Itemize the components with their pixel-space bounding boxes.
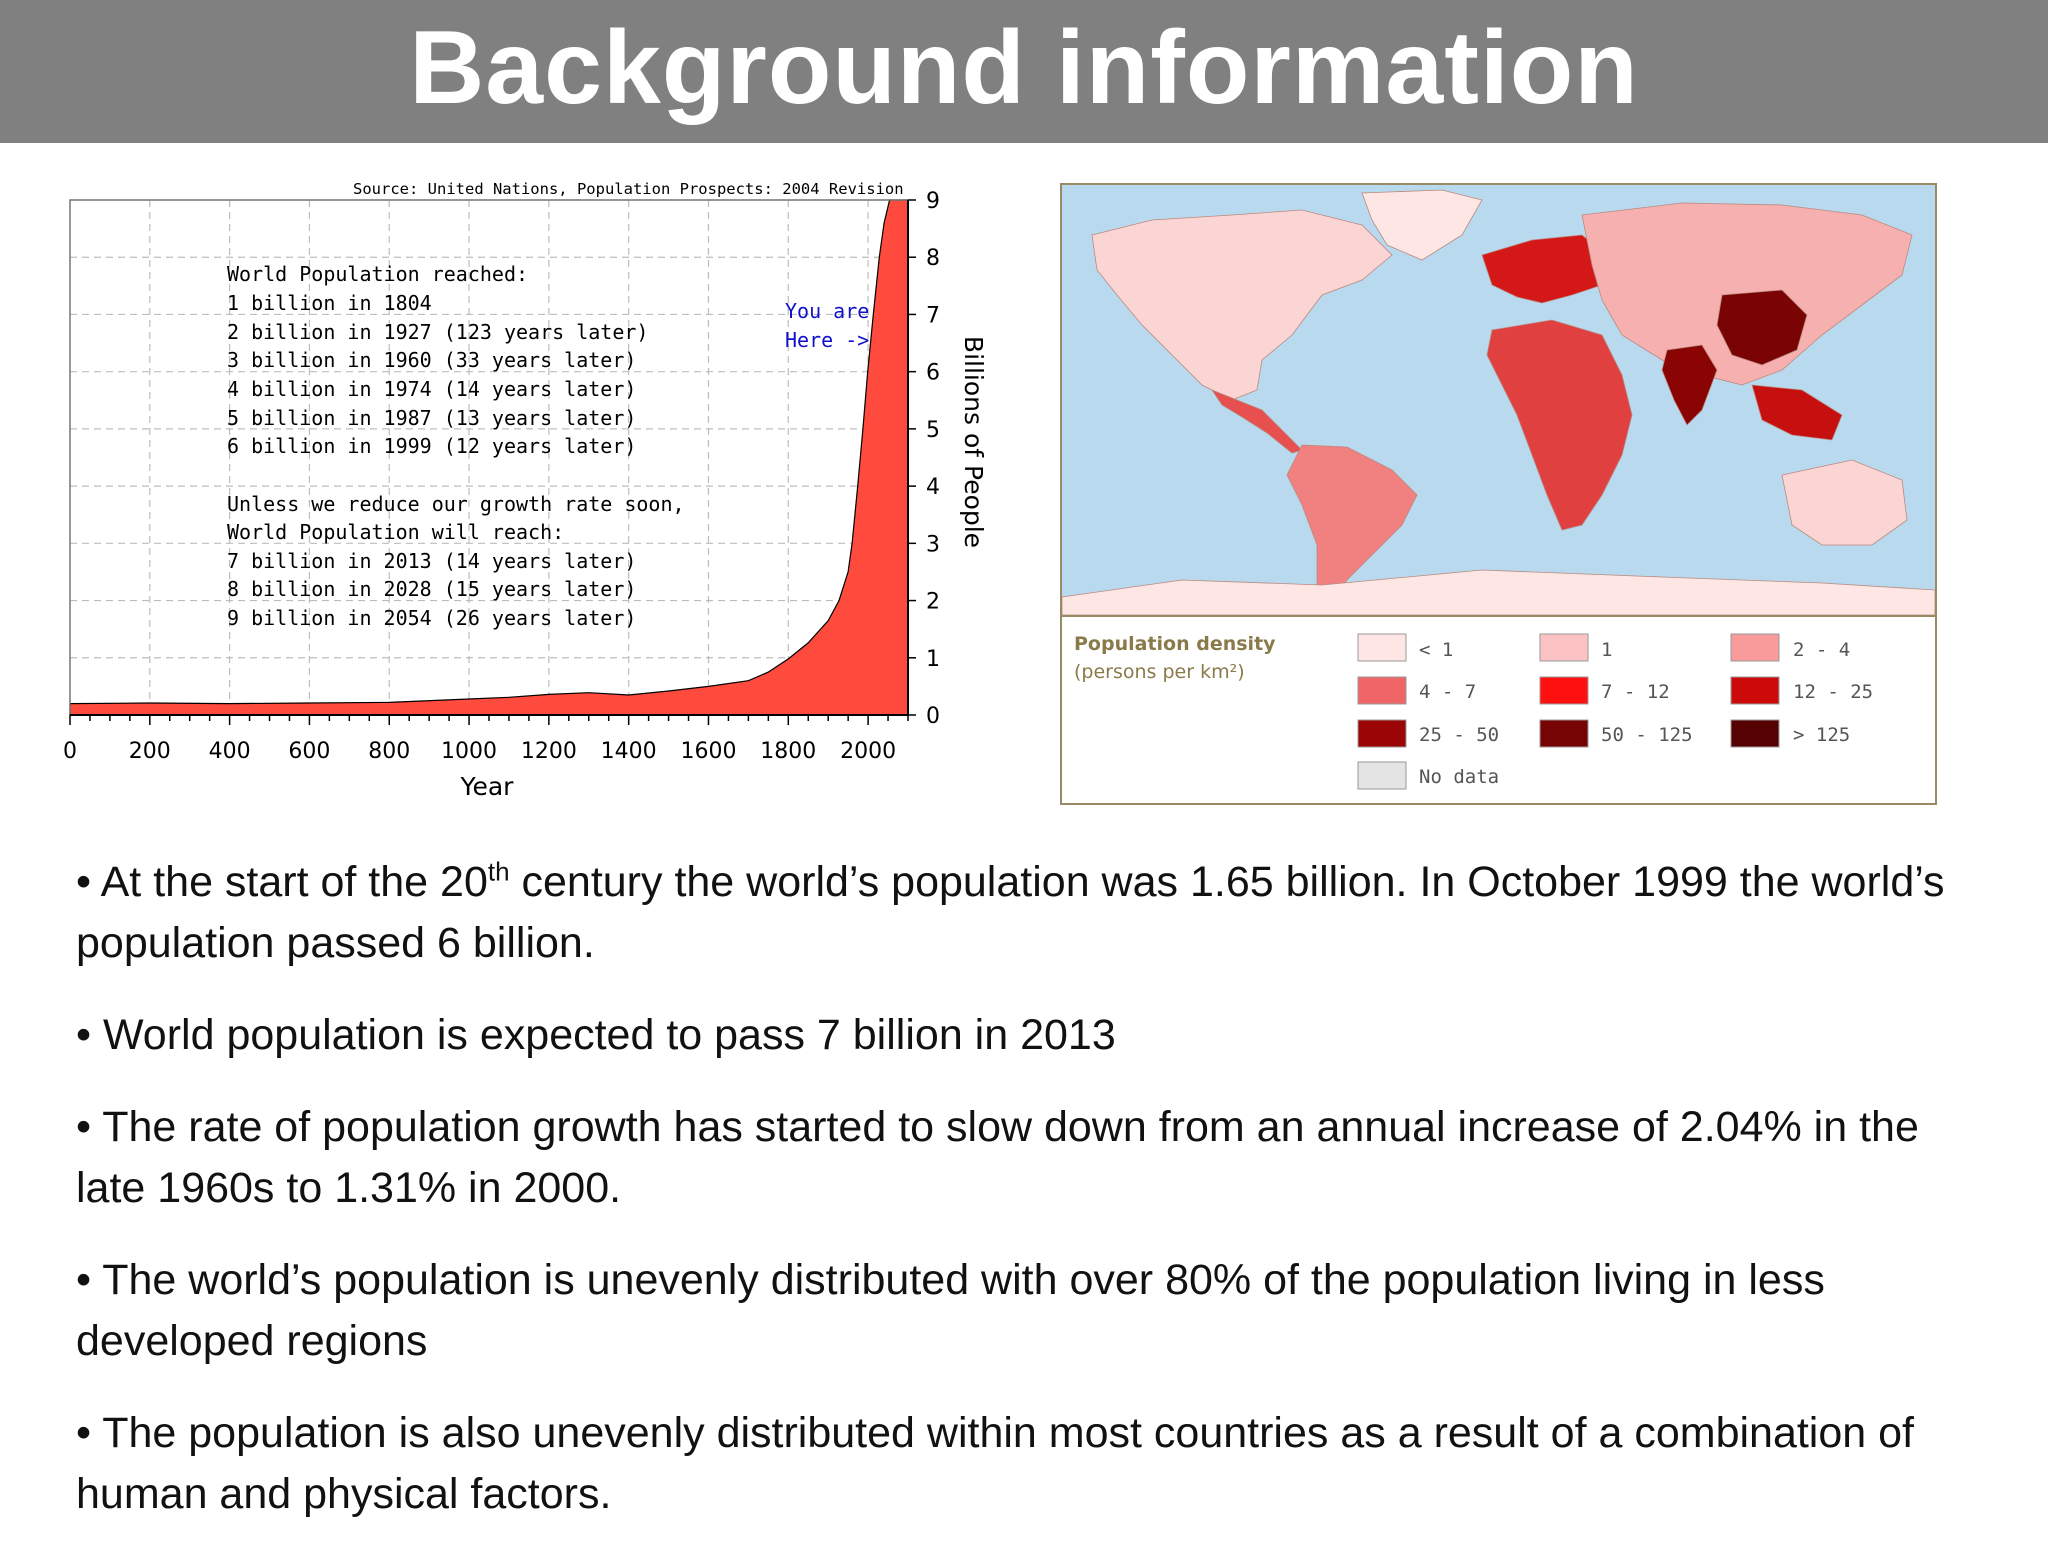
europe (1481, 234, 1608, 304)
bullet-1-superscript: th (487, 856, 510, 887)
bullet-list: • At the start of the 20th century the w… (76, 852, 1996, 1556)
chart-grid (70, 199, 908, 715)
bullet-5: • The population is also unevenly distri… (76, 1403, 1996, 1525)
legend-label-no-data: No data (1419, 766, 1499, 788)
milestone-2: 2 billion in 1927 (123 years later) (227, 320, 648, 344)
southeast-asia (1751, 384, 1843, 441)
forecast-1: 7 billion in 2013 (14 years later) (227, 549, 636, 573)
legend-label-50-125: 50 - 125 (1601, 724, 1693, 746)
north-america (1091, 209, 1393, 401)
x-tick-label: 1200 (521, 739, 577, 764)
x-tick-label: 1600 (680, 739, 736, 764)
legend-swatch-12-25 (1730, 676, 1780, 705)
greenland (1361, 189, 1483, 261)
x-tick-label: 1000 (441, 739, 497, 764)
y-tick-label: 0 (926, 704, 940, 729)
y-tick-label: 4 (926, 475, 940, 500)
y-tick-label: 6 (926, 361, 940, 386)
africa (1486, 319, 1633, 531)
continents (1062, 189, 1935, 616)
x-tick-label: 2000 (840, 739, 896, 764)
x-tick-label: 400 (209, 739, 251, 764)
legend-swatch-25-50 (1357, 719, 1407, 748)
x-tick-label: 1800 (760, 739, 816, 764)
forecast-heading-2: World Population will reach: (227, 520, 564, 544)
legend-label-lt1: < 1 (1419, 639, 1453, 661)
legend-swatch-1 (1539, 633, 1589, 662)
bullet-4: • The world’s population is unevenly dis… (76, 1250, 1996, 1372)
y-tick-label: 8 (926, 246, 940, 271)
x-tick-label: 600 (288, 739, 330, 764)
legend-label-gt125: > 125 (1793, 724, 1850, 746)
x-tick-label: 200 (129, 739, 171, 764)
x-tick-label: 800 (368, 739, 410, 764)
legend-subtitle: (persons per km²) (1074, 661, 1245, 683)
chart-annotations: World Population reached: 1 billion in 1… (227, 262, 869, 630)
chart-source-label: Source: United Nations, Population Prosp… (353, 180, 904, 198)
bullet-3-text: • The rate of population growth has star… (76, 1103, 1919, 1212)
legend-swatch-gt125 (1730, 719, 1780, 748)
bullet-3: • The rate of population growth has star… (76, 1097, 1996, 1219)
y-tick-label: 2 (926, 590, 940, 615)
legend-swatch-2-4 (1730, 633, 1780, 662)
milestone-3: 3 billion in 1960 (33 years later) (227, 348, 636, 372)
legend-label-25-50: 25 - 50 (1419, 724, 1499, 746)
y-axis-label: Billions of People (959, 336, 988, 548)
x-tick-label: 0 (63, 739, 77, 764)
y-tick-label: 7 (926, 303, 940, 328)
slide-title: Background information (409, 9, 1639, 126)
forecast-2: 8 billion in 2028 (15 years later) (227, 577, 636, 601)
y-tick-label: 9 (926, 189, 940, 214)
slide-header: Background information (0, 0, 2048, 143)
y-tick-label: 3 (926, 532, 940, 557)
legend-label-4-7: 4 - 7 (1419, 681, 1476, 703)
milestone-5: 5 billion in 1987 (13 years later) (227, 406, 636, 430)
x-axis-label: Year (460, 772, 515, 801)
y-tick-label: 5 (926, 418, 940, 443)
milestones-heading: World Population reached: (227, 262, 528, 286)
bullet-5-text: • The population is also unevenly distri… (76, 1409, 1914, 1518)
legend-swatch-50-125 (1539, 719, 1589, 748)
south-america (1286, 444, 1418, 606)
milestone-6: 6 billion in 1999 (12 years later) (227, 434, 636, 458)
population-chart: Source: United Nations, Population Prosp… (40, 170, 1000, 820)
population-density-map: Population density (persons per km²) < 1… (1060, 183, 1937, 805)
chart-axes: 0 200 400 600 800 1000 1200 1400 1600 1800 2000 0 1 2… (63, 189, 940, 764)
legend-label-2-4: 2 - 4 (1793, 639, 1850, 661)
you-are-here-line-2: Here -> (785, 328, 869, 352)
y-tick-label: 1 (926, 647, 940, 672)
population-chart-svg: Source: United Nations, Population Prosp… (63, 180, 988, 801)
legend-items: < 1 1 2 - 4 4 - 7 7 - 12 12 - 25 25 - 50… (1357, 633, 1873, 790)
legend-swatch-no-data (1357, 761, 1407, 790)
bullet-1: • At the start of the 20th century the w… (76, 852, 1996, 974)
bullet-1-text-a: • At the start of the 20 (76, 858, 488, 906)
legend-label-12-25: 12 - 25 (1793, 681, 1873, 703)
forecast-3: 9 billion in 2054 (26 years later) (227, 606, 636, 630)
india (1661, 344, 1718, 426)
legend-swatch-4-7 (1357, 676, 1407, 705)
forecast-heading-1: Unless we reduce our growth rate soon, (227, 492, 685, 516)
legend-title: Population density (1074, 633, 1276, 655)
world-map-svg: Population density (persons per km²) < 1… (1062, 185, 1935, 790)
milestone-4: 4 billion in 1974 (14 years later) (227, 377, 636, 401)
legend-swatch-lt1 (1357, 633, 1407, 662)
legend-label-7-12: 7 - 12 (1601, 681, 1670, 703)
australia (1781, 459, 1908, 546)
bullet-2-text: • World population is expected to pass 7… (76, 1011, 1116, 1059)
bullet-1-text-b: century the world’s population was 1.65 … (76, 858, 1945, 967)
milestone-1: 1 billion in 1804 (227, 291, 432, 315)
legend-swatch-7-12 (1539, 676, 1589, 705)
central-america (1210, 389, 1303, 454)
east-asia (1716, 289, 1808, 366)
bullet-2: • World population is expected to pass 7… (76, 1005, 1996, 1066)
population-area (69, 199, 909, 716)
bullet-4-text: • The world’s population is unevenly dis… (76, 1256, 1825, 1365)
you-are-here-line-1: You are (785, 299, 869, 323)
legend-label-1: 1 (1601, 639, 1612, 661)
x-tick-label: 1400 (601, 739, 657, 764)
